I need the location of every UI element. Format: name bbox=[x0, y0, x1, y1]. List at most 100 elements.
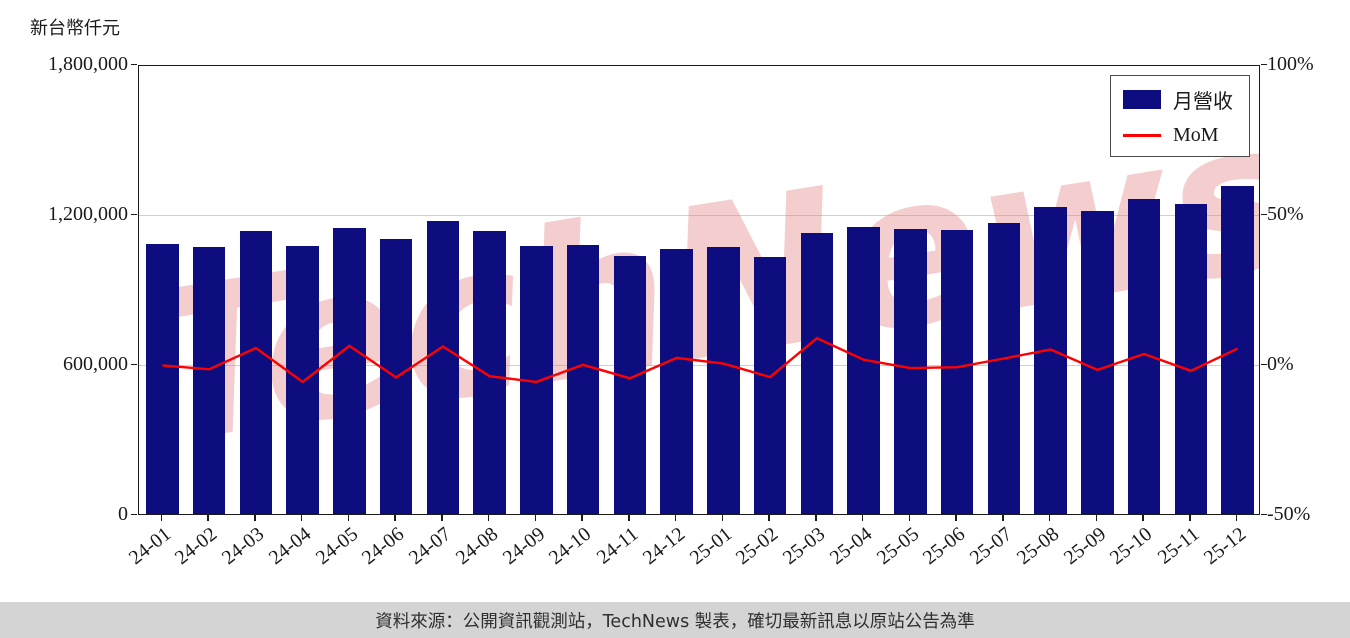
xtick-label-25-11: 25-11 bbox=[1153, 523, 1204, 569]
xtick-mark bbox=[207, 515, 209, 521]
ytick-right-2: 0% bbox=[1267, 353, 1294, 375]
xtick-mark bbox=[300, 515, 303, 521]
xtick-label-24-05: 24-05 bbox=[311, 523, 362, 570]
ytick-right-0: 100% bbox=[1267, 53, 1314, 75]
xtick-mark bbox=[861, 515, 864, 521]
bar-24-01 bbox=[146, 244, 179, 514]
ytick-mark-left bbox=[131, 364, 137, 366]
left-axis-title: 新台幣仟元 bbox=[30, 18, 120, 39]
bar-24-07 bbox=[426, 221, 460, 514]
bar-25-02 bbox=[753, 257, 787, 514]
plot-area: TechNews 月營收 MoM bbox=[138, 65, 1260, 515]
bar-24-05 bbox=[333, 228, 366, 514]
ytick-mark-left bbox=[131, 514, 137, 516]
source-footer-text: 資料來源：公開資訊觀測站，TechNews 製表，確切最新訊息以原站公告為準 bbox=[375, 611, 975, 632]
xtick-mark bbox=[908, 515, 911, 521]
ytick-left-3: 0 bbox=[118, 503, 128, 525]
xtick-label-25-08: 25-08 bbox=[1012, 523, 1064, 570]
legend-line-label: MoM bbox=[1173, 124, 1219, 146]
bar-24-03 bbox=[239, 231, 273, 514]
xtick-label-25-02: 25-02 bbox=[732, 523, 783, 570]
xtick-label-25-10: 25-10 bbox=[1106, 523, 1157, 570]
bar-25-01 bbox=[707, 247, 740, 514]
mom-line bbox=[162, 336, 1239, 384]
ytick-right-3: -50% bbox=[1267, 503, 1311, 525]
xtick-mark bbox=[394, 515, 396, 521]
xtick-label-25-09: 25-09 bbox=[1059, 523, 1110, 570]
xtick-label-24-04: 24-04 bbox=[264, 523, 316, 570]
ytick-mark-left bbox=[131, 64, 137, 66]
bar-25-03 bbox=[800, 233, 834, 514]
bar-25-11 bbox=[1174, 204, 1208, 514]
legend-item-mom: MoM bbox=[1123, 124, 1233, 147]
mom-line-layer bbox=[162, 336, 1239, 384]
legend-line-swatch bbox=[1123, 134, 1161, 137]
xtick-mark bbox=[628, 515, 630, 521]
xtick-mark bbox=[815, 515, 817, 521]
xtick-label-24-12: 24-12 bbox=[638, 523, 690, 570]
ytick-mark-right bbox=[1261, 214, 1267, 216]
xtick-label-24-08: 24-08 bbox=[451, 523, 503, 570]
legend-bar-label: 月營收 bbox=[1173, 91, 1233, 113]
xtick-label-25-12: 25-12 bbox=[1199, 523, 1251, 570]
xtick-label-24-11: 24-11 bbox=[592, 523, 643, 569]
xtick-label-24-07: 24-07 bbox=[405, 523, 456, 570]
xtick-label-24-02: 24-02 bbox=[171, 523, 222, 570]
xtick-mark bbox=[581, 515, 583, 521]
xtick-label-25-04: 25-04 bbox=[825, 523, 877, 570]
xtick-mark bbox=[534, 515, 537, 521]
gridline-50pct bbox=[139, 215, 1259, 216]
ytick-left-0: 1,800,000 bbox=[48, 53, 128, 75]
gridline-0pct bbox=[139, 365, 1259, 366]
bar-25-08 bbox=[1034, 207, 1067, 514]
xtick-mark bbox=[254, 515, 256, 521]
xtick-mark bbox=[1189, 515, 1191, 521]
xtick-mark bbox=[1142, 515, 1144, 521]
legend-bar-swatch bbox=[1123, 90, 1161, 109]
bar-25-07 bbox=[987, 223, 1021, 514]
xtick-mark bbox=[160, 515, 163, 521]
xtick-mark bbox=[487, 515, 490, 521]
xtick-label-25-03: 25-03 bbox=[779, 523, 830, 570]
bar-25-05 bbox=[894, 229, 927, 514]
xtick-label-24-06: 24-06 bbox=[358, 523, 409, 570]
bar-25-12 bbox=[1221, 186, 1254, 514]
xtick-label-25-05: 25-05 bbox=[872, 523, 923, 570]
ytick-right-1: 50% bbox=[1267, 203, 1304, 225]
xtick-mark bbox=[721, 515, 724, 521]
legend: 月營收 MoM bbox=[1110, 75, 1250, 157]
xtick-mark bbox=[768, 515, 770, 521]
ytick-mark-right bbox=[1261, 364, 1267, 366]
bar-24-12 bbox=[660, 249, 693, 514]
xtick-label-25-01: 25-01 bbox=[685, 523, 736, 570]
bar-24-11 bbox=[613, 256, 647, 514]
xtick-mark bbox=[347, 515, 350, 521]
bar-25-06 bbox=[940, 230, 974, 514]
xtick-label-24-01: 24-01 bbox=[124, 523, 175, 570]
bar-25-04 bbox=[847, 227, 880, 514]
bar-24-02 bbox=[192, 247, 226, 514]
xtick-mark bbox=[1095, 515, 1098, 521]
xtick-mark bbox=[1235, 515, 1238, 521]
legend-item-revenue: 月營收 bbox=[1123, 85, 1233, 114]
xtick-label-24-09: 24-09 bbox=[498, 523, 549, 570]
ytick-left-2: 600,000 bbox=[63, 353, 128, 375]
bar-25-09 bbox=[1081, 211, 1114, 514]
xtick-label-25-07: 25-07 bbox=[966, 523, 1017, 570]
bar-24-04 bbox=[286, 246, 319, 514]
ytick-mark-right bbox=[1261, 64, 1267, 66]
xtick-mark bbox=[674, 515, 677, 521]
xtick-label-25-06: 25-06 bbox=[919, 523, 970, 570]
xtick-label-24-10: 24-10 bbox=[545, 523, 596, 570]
source-footer: 資料來源：公開資訊觀測站，TechNews 製表，確切最新訊息以原站公告為準 bbox=[0, 602, 1350, 638]
bar-24-08 bbox=[473, 231, 506, 514]
xtick-mark bbox=[1002, 515, 1004, 521]
ytick-left-1: 1,200,000 bbox=[48, 203, 128, 225]
bar-24-10 bbox=[566, 245, 600, 514]
xtick-mark bbox=[1048, 515, 1051, 521]
ytick-mark-right bbox=[1261, 514, 1267, 516]
ytick-mark-left bbox=[131, 214, 137, 216]
xtick-mark bbox=[441, 515, 443, 521]
xtick-mark bbox=[955, 515, 957, 521]
